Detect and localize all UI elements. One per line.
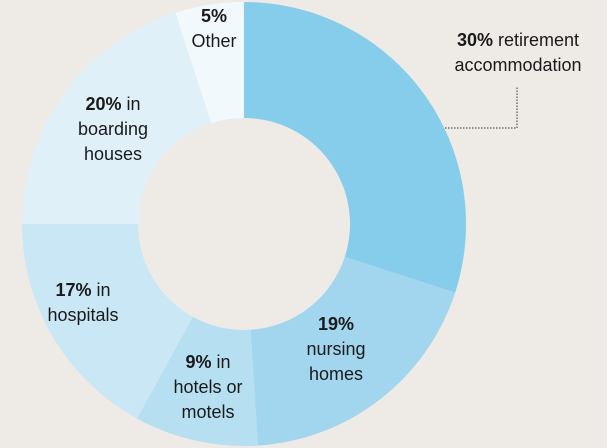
slice-label: 5% Other <box>184 4 244 54</box>
category-label: Other <box>191 31 237 51</box>
value-label: 9% <box>185 352 212 372</box>
leader-line <box>445 86 518 129</box>
category-label: in hotels or motels <box>173 352 243 422</box>
category-label: retirement accommodation <box>454 30 582 75</box>
slice-label: 19% nursing homes <box>296 312 376 387</box>
slice <box>244 2 467 293</box>
slice <box>137 316 258 446</box>
slice-label: 9% in hotels or motels <box>163 350 253 425</box>
slice <box>250 256 456 446</box>
category-label: in hospitals <box>47 280 119 325</box>
category-label: nursing homes <box>306 339 366 384</box>
slice-label: 20% in boarding houses <box>68 92 158 167</box>
value-label: 19% <box>317 314 355 334</box>
value-label: 30% <box>456 30 493 50</box>
value-label: 17% <box>55 280 92 300</box>
value-label: 20% <box>85 94 122 114</box>
slice <box>22 12 212 225</box>
slice-label: 17% in hospitals <box>33 278 133 328</box>
slice <box>175 2 244 124</box>
slice <box>22 224 193 419</box>
slice-label: 30% retirement accommodation <box>428 28 607 78</box>
category-label: in boarding houses <box>77 94 149 164</box>
value-label: 5% <box>200 6 227 26</box>
